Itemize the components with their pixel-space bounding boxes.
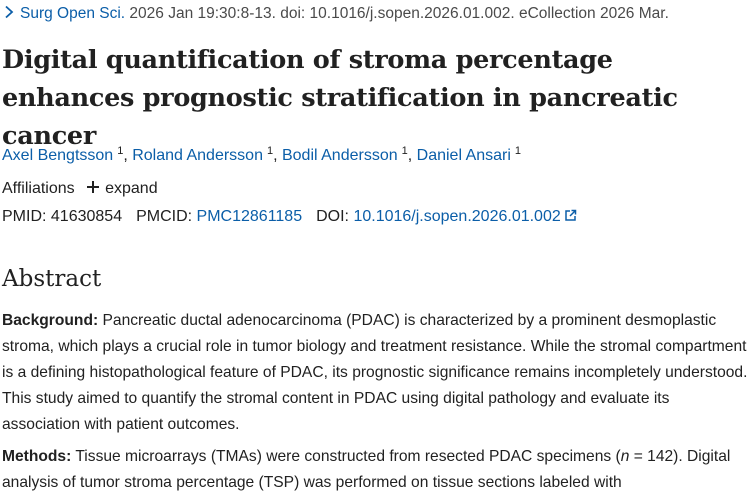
doi-label: DOI: (316, 208, 349, 225)
methods-label: Methods: (2, 448, 72, 465)
external-link-icon[interactable] (564, 209, 577, 222)
affiliations-row: Affiliations expand (2, 177, 158, 201)
methods-text-1: Tissue microarrays (TMAs) were construct… (75, 448, 621, 465)
author-link[interactable]: Roland Andersson (132, 147, 263, 164)
citation-details: 2026 Jan 19:30:8-13. doi: 10.1016/j.sope… (125, 5, 669, 22)
journal-link[interactable]: Surg Open Sci. (20, 5, 126, 22)
background-label: Background: (2, 312, 99, 329)
pmid-label: PMID: (2, 208, 47, 225)
article-title: Digital quantification of stroma percent… (2, 45, 678, 151)
methods-text-2: = 142). Digital analysis of tumor stroma… (2, 448, 731, 491)
abstract-heading: Abstract (2, 266, 102, 292)
author-list: Axel Bengtsson 1, Roland Andersson 1, Bodi… (2, 145, 522, 164)
author-link[interactable]: Daniel Ansari (416, 147, 511, 164)
chevron-right-icon (5, 5, 14, 19)
expand-affiliations-button[interactable]: expand (87, 177, 158, 201)
pmcid-link[interactable]: PMC12861185 (196, 208, 303, 225)
author-link[interactable]: Bodil Andersson (281, 147, 398, 164)
methods-n: n (620, 448, 630, 465)
expand-label: expand (105, 180, 158, 197)
identifiers-row: PMID: 41630854 PMCID: PMC12861185 DOI: 10.… (2, 205, 577, 229)
background-text: Pancreatic ductal adenocarcinoma (PDAC) … (2, 312, 748, 433)
affiliation-ref[interactable]: 1 (266, 145, 274, 157)
citation-line: Surg Open Sci. 2026 Jan 19:30:8-13. doi:… (2, 3, 669, 25)
author-link[interactable]: Axel Bengtsson (2, 147, 114, 164)
affiliation-ref[interactable]: 1 (117, 145, 124, 157)
affiliation-ref[interactable]: 1 (401, 145, 408, 157)
pmcid-label: PMCID: (136, 208, 193, 225)
doi-link[interactable]: 10.1016/j.sopen.2026.01.002 (353, 208, 561, 225)
plus-icon (87, 181, 100, 193)
affiliations-label: Affiliations (2, 180, 75, 197)
abstract-methods: Methods: Tissue microarrays (TMAs) were … (2, 444, 750, 496)
abstract-background: Background: Pancreatic ductal adenocarci… (2, 308, 750, 438)
pmid-value: 41630854 (50, 208, 123, 225)
affiliation-ref[interactable]: 1 (514, 145, 522, 157)
